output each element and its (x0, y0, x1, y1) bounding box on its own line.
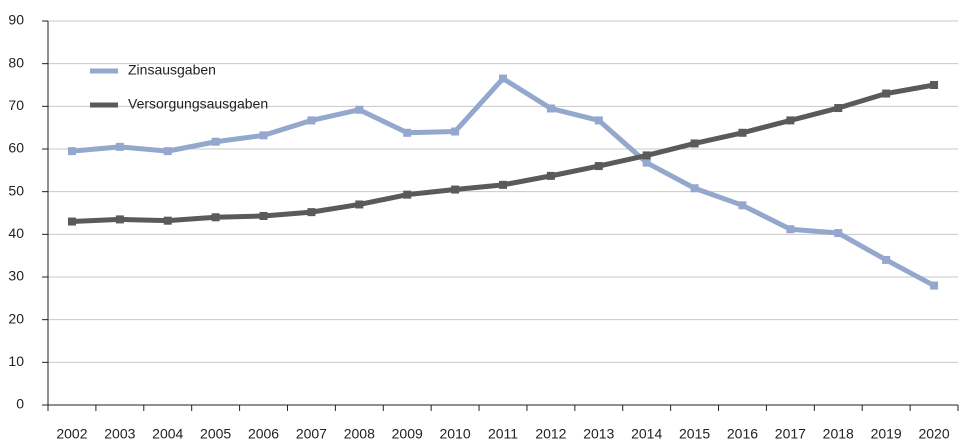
point (594, 162, 603, 171)
point (882, 89, 891, 98)
point (786, 116, 795, 125)
y-tick-label: 60 (8, 140, 24, 156)
point (690, 184, 699, 193)
y-tick-label: 20 (8, 310, 24, 326)
point (211, 213, 220, 222)
point (403, 128, 412, 137)
y-tick-label: 0 (16, 396, 24, 412)
x-tick-label: 2003 (104, 426, 135, 442)
point (738, 128, 747, 137)
y-tick-label: 50 (8, 182, 24, 198)
point (930, 81, 939, 89)
y-tick-label: 70 (8, 97, 24, 113)
point (930, 281, 939, 290)
point (642, 158, 651, 167)
point (115, 142, 124, 151)
point (163, 216, 172, 225)
x-tick-label: 2014 (631, 426, 662, 442)
point (738, 201, 747, 210)
point (834, 229, 843, 238)
point (67, 147, 76, 156)
x-tick-label: 2011 (488, 426, 518, 442)
x-tick-label: 2009 (392, 426, 423, 442)
x-tick-label: 2018 (823, 426, 854, 442)
point (403, 190, 412, 199)
point (163, 147, 172, 156)
x-tick-label: 2016 (727, 426, 758, 442)
x-tick-label: 2005 (200, 426, 231, 442)
point (259, 131, 268, 140)
point (355, 105, 364, 114)
x-tick-label: 2020 (918, 426, 949, 442)
point (67, 217, 76, 226)
x-tick-label: 2002 (56, 426, 87, 442)
point (594, 116, 603, 125)
x-tick-label: 2004 (152, 426, 183, 442)
point (546, 171, 555, 180)
x-tick-label: 2015 (679, 426, 710, 442)
x-tick-label: 2019 (871, 426, 902, 442)
y-tick-label: 40 (8, 225, 24, 241)
point (499, 180, 507, 189)
point (882, 255, 891, 264)
point (642, 151, 651, 160)
point (834, 104, 843, 113)
point (355, 200, 364, 209)
point (690, 139, 699, 148)
legend-label: Zinsausgaben (128, 62, 216, 78)
point (211, 137, 220, 146)
x-tick-label: 2007 (296, 426, 327, 442)
point (259, 211, 268, 220)
y-tick-label: 90 (8, 12, 24, 28)
x-tick-label: 2006 (248, 426, 279, 442)
point (307, 116, 316, 125)
point (307, 208, 316, 217)
y-tick-label: 10 (8, 353, 24, 369)
y-tick-label: 30 (8, 268, 24, 284)
legend-label: Versorgungsausgaben (128, 96, 268, 112)
point (451, 185, 460, 194)
x-tick-label: 2008 (344, 426, 375, 442)
y-tick-label: 80 (8, 54, 24, 70)
x-tick-label: 2017 (775, 426, 806, 442)
point (499, 74, 507, 83)
point (115, 215, 124, 224)
point (451, 127, 460, 136)
point (786, 225, 795, 234)
x-tick-label: 2012 (535, 426, 566, 442)
x-tick-label: 2010 (440, 426, 471, 442)
x-tick-label: 2013 (583, 426, 614, 442)
point (546, 104, 555, 113)
